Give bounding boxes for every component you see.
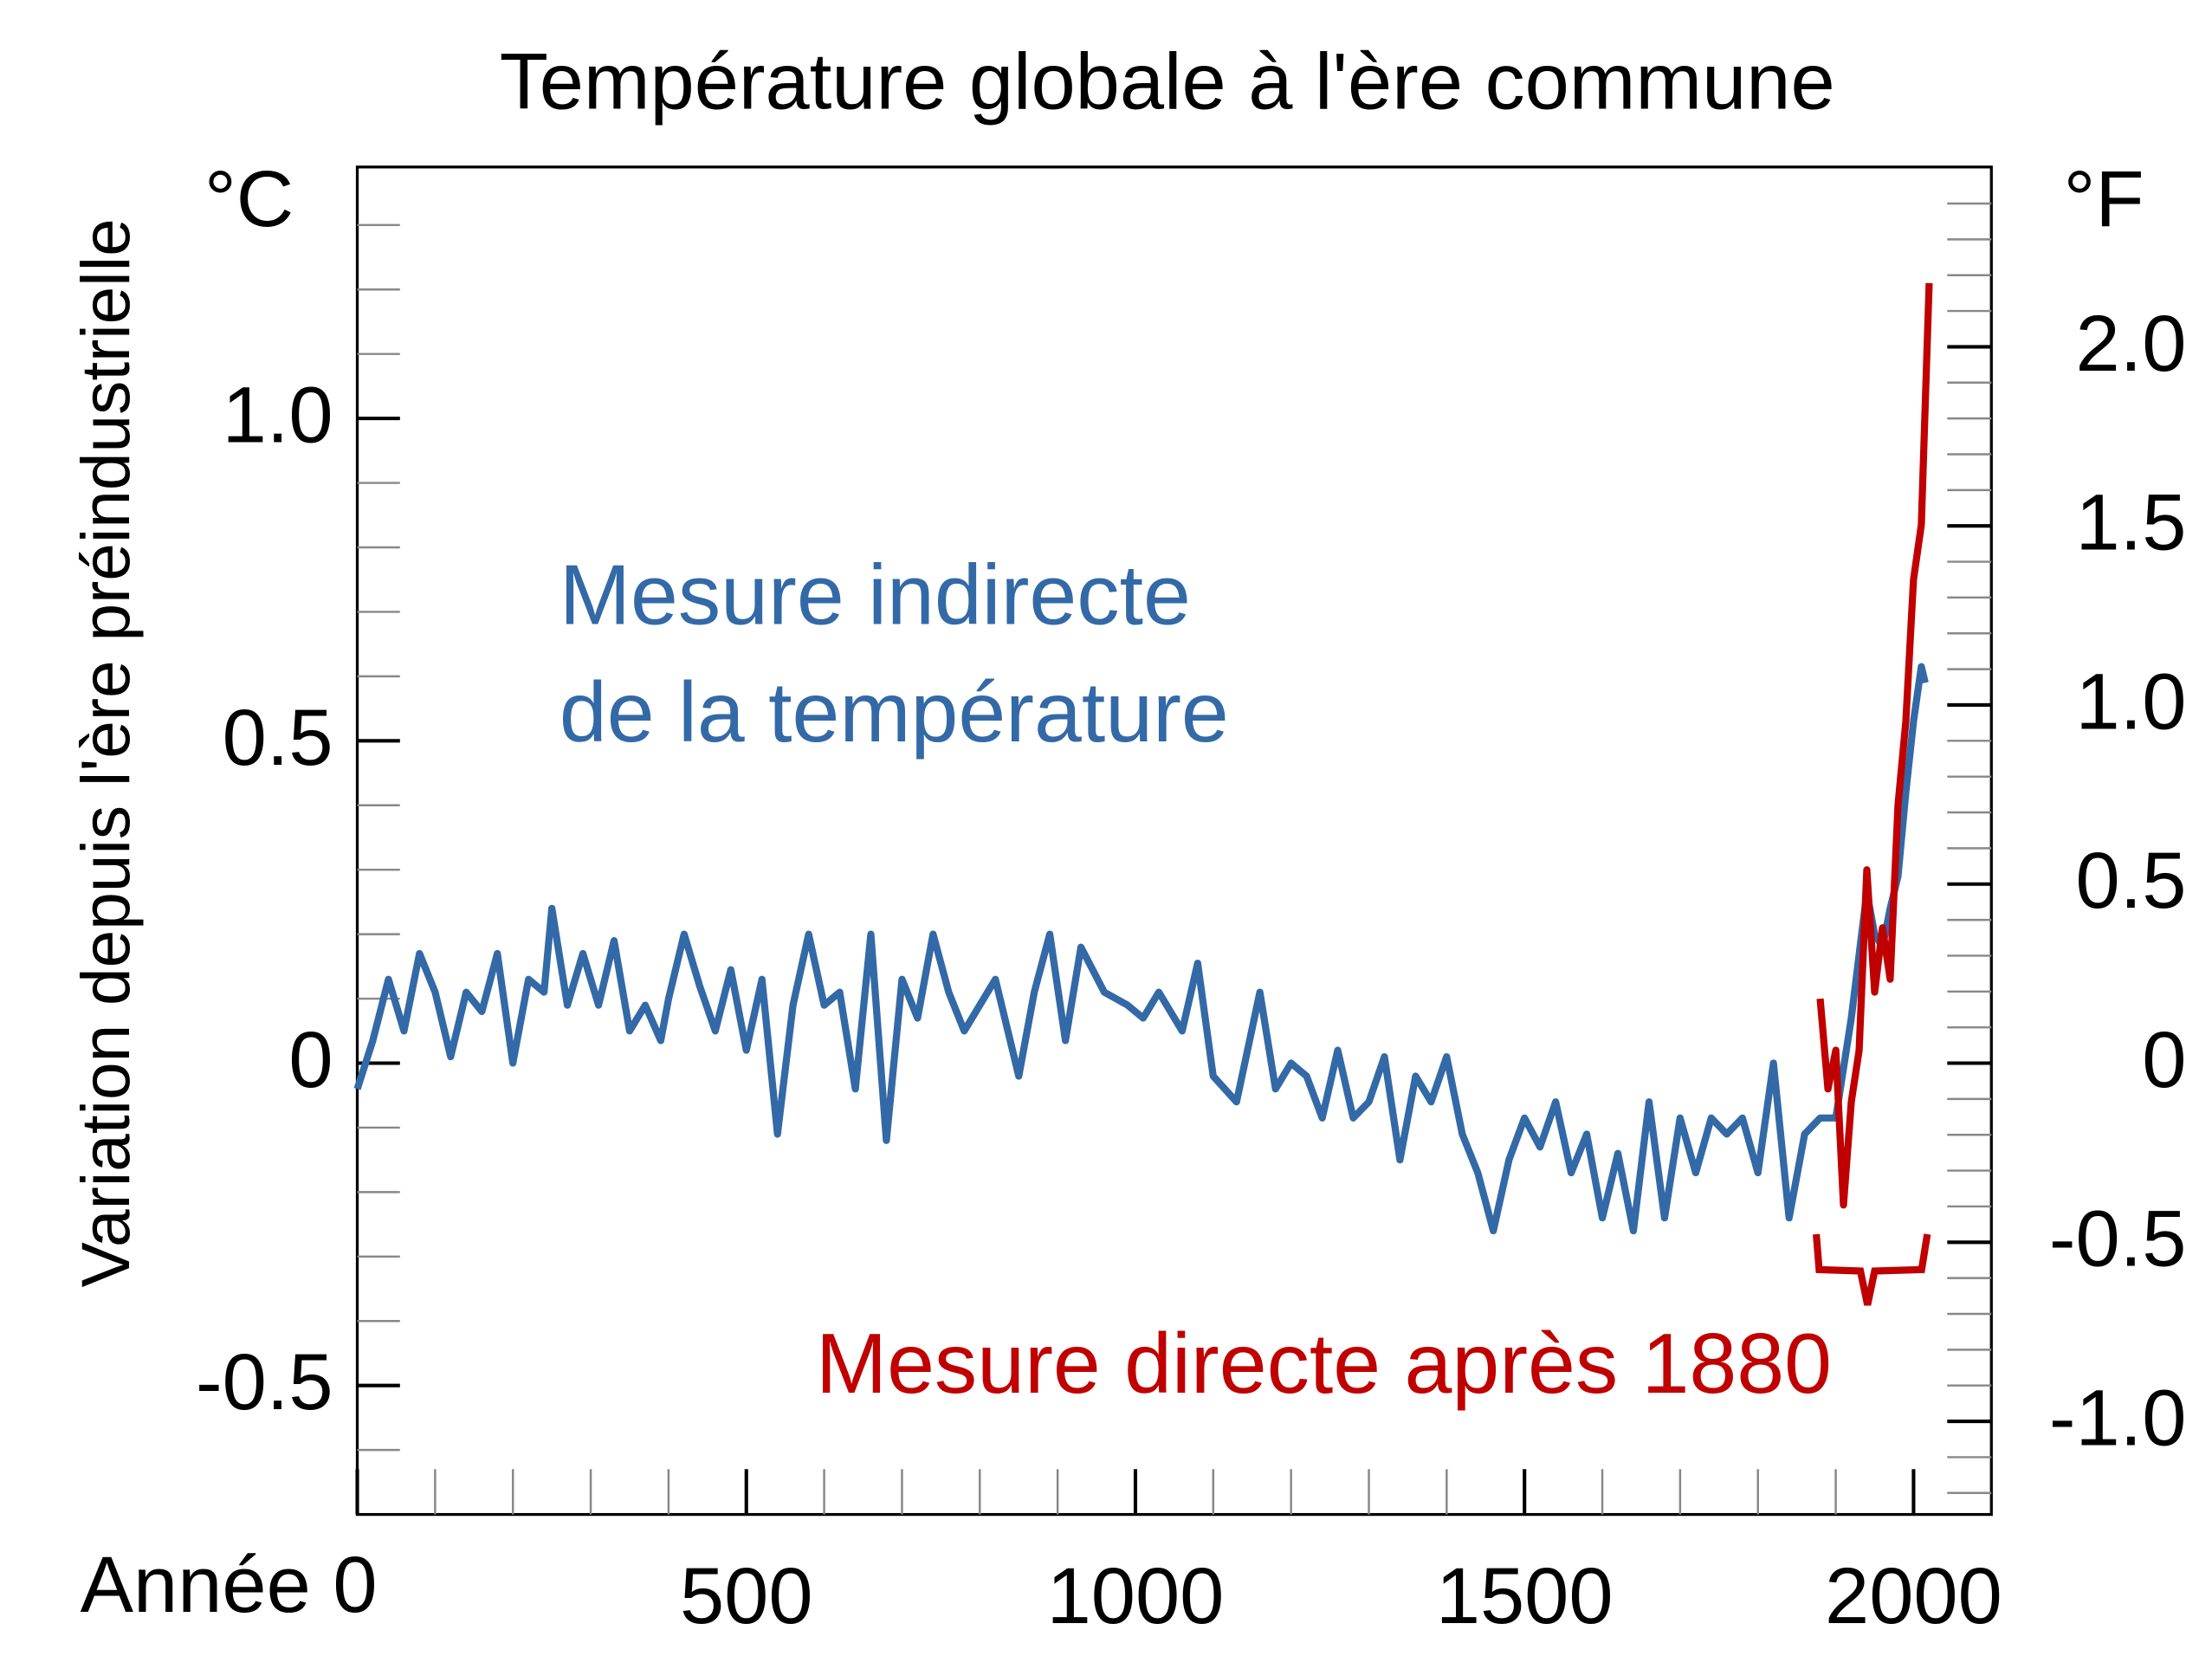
chart-title: Température globale à l'ère commune — [500, 38, 1835, 126]
y2-tick-label: -1.0 — [2049, 1375, 2187, 1463]
y2-tick-label: 2.0 — [2075, 300, 2186, 388]
y2-tick-label: 1.0 — [2075, 658, 2186, 747]
y-tick-label: 0.5 — [223, 694, 333, 782]
annotation: Mesure directe après 1880 — [816, 1316, 1832, 1411]
y-unit: °C — [204, 155, 294, 243]
y2-tick-label: -0.5 — [2049, 1195, 2187, 1284]
y-tick-label: -0.5 — [196, 1338, 333, 1426]
bracket — [1813, 1233, 1931, 1306]
y-axis-label: Variation depuis l'ère préindustrielle — [68, 218, 144, 1287]
annotation: de la température — [559, 664, 1229, 760]
y2-tick-label: 0.5 — [2075, 837, 2186, 925]
y2-tick-label: 1.5 — [2075, 479, 2186, 567]
series-line — [1816, 282, 1933, 1209]
y-tick-label: 0 — [288, 1016, 333, 1104]
annotation: Mesure indirecte — [559, 547, 1191, 643]
y2-tick-label: 0 — [2142, 1016, 2186, 1104]
x-tick-label: 1000 — [1047, 1552, 1225, 1640]
y2-unit: °F — [2064, 155, 2144, 243]
y-tick-label: 1.0 — [223, 372, 333, 460]
x-tick-label: Année 0 — [81, 1541, 378, 1629]
plot-frame — [355, 165, 1993, 1517]
x-tick-label: 500 — [680, 1552, 813, 1640]
x-tick-label: 2000 — [1825, 1552, 2002, 1640]
series-line — [353, 663, 1929, 1235]
x-tick-label: 1500 — [1436, 1552, 1614, 1640]
